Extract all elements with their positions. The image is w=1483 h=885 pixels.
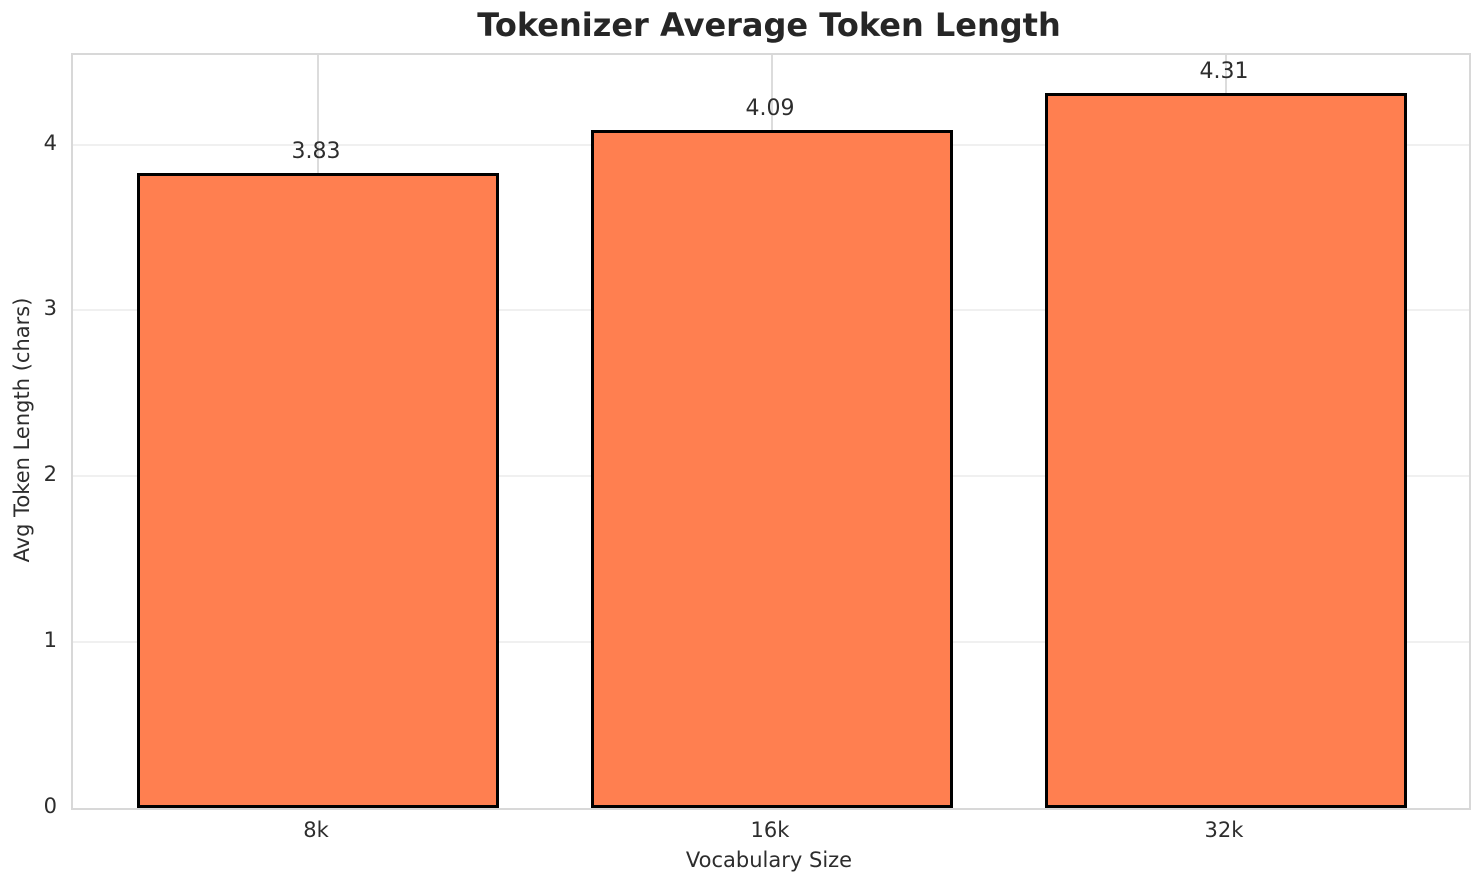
y-tick-label: 0 <box>43 794 57 818</box>
bar <box>591 129 953 808</box>
chart-title: Tokenizer Average Token Length <box>477 6 1061 44</box>
x-tick-label: 16k <box>750 818 790 842</box>
bar-value-label: 4.09 <box>745 95 795 121</box>
y-tick-label: 3 <box>43 296 57 321</box>
y-tick-label: 4 <box>43 130 57 155</box>
bar <box>137 172 499 808</box>
x-axis-label: Vocabulary Size <box>685 848 853 872</box>
bar-value-label: 4.31 <box>1199 59 1249 85</box>
y-tick-label: 2 <box>43 462 57 487</box>
bar <box>1045 93 1407 808</box>
plot-area <box>71 53 1471 810</box>
x-tick-label: 32k <box>1204 818 1244 842</box>
y-axis-label: Avg Token Length (chars) <box>10 297 34 563</box>
bar-value-label: 3.83 <box>291 138 341 164</box>
x-tick-label: 8k <box>303 818 329 842</box>
y-tick-label: 1 <box>43 628 57 653</box>
